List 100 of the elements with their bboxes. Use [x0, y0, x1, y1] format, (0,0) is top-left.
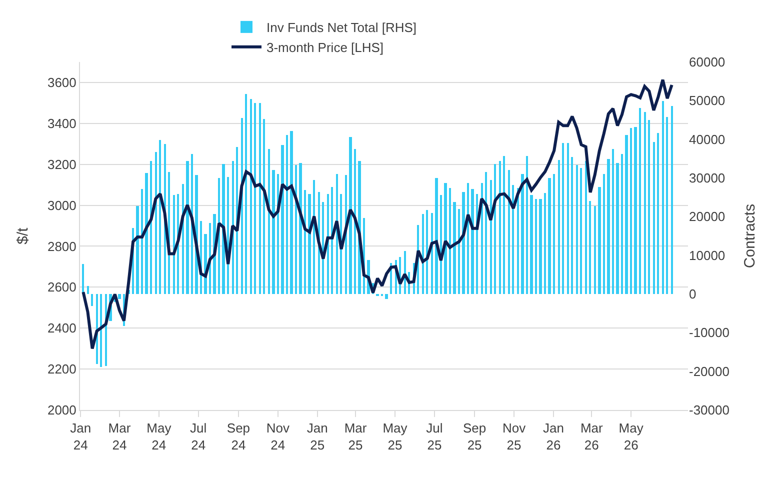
- bar: [589, 201, 591, 294]
- bar: [336, 174, 338, 294]
- y2-tick-label: 50000: [689, 93, 726, 108]
- bar: [295, 165, 297, 294]
- bar: [662, 101, 664, 294]
- bar: [435, 178, 438, 294]
- y2-tick-label: 10000: [689, 248, 726, 263]
- y2-tick-label: 60000: [689, 54, 726, 70]
- bar: [299, 163, 302, 294]
- bar: [558, 160, 560, 294]
- bar: [87, 286, 89, 294]
- bar: [440, 195, 442, 294]
- y-tick-label: 3600: [47, 75, 76, 90]
- y-tick-label: 3200: [47, 156, 76, 172]
- x-tick-label: May 24: [146, 420, 172, 452]
- bar: [286, 135, 288, 294]
- bar: [349, 137, 352, 294]
- y-tick-label: 2400: [47, 320, 76, 336]
- y2-axis-title: Contracts: [741, 204, 758, 268]
- y-tick-label: 2000: [47, 402, 76, 418]
- bar: [444, 183, 447, 294]
- x-tick-label: Nov 25: [502, 420, 526, 452]
- y-tick-label: 3400: [47, 116, 76, 131]
- x-tick-label: Jul 24: [190, 420, 207, 452]
- bar: [277, 174, 279, 294]
- bar: [612, 149, 614, 294]
- bar: [607, 159, 610, 294]
- x-tick-label: Nov 24: [266, 420, 290, 452]
- bar: [462, 192, 465, 294]
- bar: [191, 154, 193, 294]
- bar: [490, 180, 492, 294]
- bar: [562, 143, 564, 294]
- x-tick-label: Jan 24: [70, 420, 92, 452]
- y-tick-label: 2600: [47, 280, 76, 295]
- bar: [621, 154, 623, 294]
- y-tick-label: 2800: [47, 238, 76, 254]
- legend-label: 3-month Price [LHS]: [266, 40, 384, 55]
- line-series: [82, 78, 674, 350]
- bar: [91, 294, 93, 306]
- bar: [100, 294, 102, 367]
- bar: [634, 127, 637, 294]
- bar: [241, 118, 243, 294]
- bar: [354, 149, 356, 294]
- bar: [308, 194, 311, 294]
- y-tick-label: 3000: [47, 198, 76, 213]
- bar: [385, 294, 388, 299]
- bar: [313, 180, 315, 294]
- bar: [186, 161, 189, 294]
- bar: [521, 174, 524, 294]
- bar: [657, 133, 659, 294]
- bar: [245, 94, 247, 294]
- bar: [290, 131, 293, 294]
- bar: [625, 135, 628, 294]
- bar: [508, 170, 510, 294]
- bar: [259, 103, 261, 294]
- y2-tick-label: -30000: [689, 402, 730, 418]
- x-tick-label: Mar 26: [580, 420, 604, 452]
- bar: [155, 152, 157, 294]
- bar: [304, 190, 306, 294]
- x-tick-label: Mar 25: [344, 420, 368, 452]
- bar: [272, 170, 275, 294]
- y2-tick-label: -10000: [689, 325, 730, 340]
- bar: [467, 183, 469, 294]
- bar: [548, 178, 551, 294]
- bar: [639, 108, 641, 294]
- bar: [232, 161, 234, 294]
- bar: [544, 193, 546, 294]
- bar: [327, 194, 329, 294]
- bar: [453, 202, 456, 294]
- y2-tick-label: 0: [689, 286, 696, 302]
- bar: [616, 163, 619, 294]
- bar: [666, 117, 668, 294]
- x-tick-label: May 25: [382, 420, 408, 452]
- bar: [553, 174, 555, 294]
- bar: [173, 195, 175, 294]
- bar: [594, 206, 596, 294]
- bar: [499, 161, 501, 294]
- x-tick-label: May 26: [618, 420, 644, 452]
- x-tick-label: Sep 25: [462, 420, 486, 452]
- bar: [449, 188, 451, 294]
- legend-label: Inv Funds Net Total [RHS]: [266, 20, 417, 36]
- bar: [268, 149, 270, 294]
- bar: [585, 161, 587, 294]
- bar: [254, 103, 256, 294]
- bar: [159, 140, 161, 294]
- bar: [150, 161, 152, 294]
- bar: [281, 145, 284, 294]
- x-tick-label: Mar 24: [108, 420, 132, 452]
- bar: [422, 214, 424, 294]
- bar: [145, 173, 148, 294]
- bar: [136, 206, 139, 294]
- bar: [431, 213, 433, 294]
- bar: [471, 189, 474, 294]
- bar: [503, 156, 505, 294]
- bar: [603, 174, 605, 294]
- bar: [141, 189, 143, 294]
- bar: [263, 119, 265, 294]
- bar: [576, 165, 578, 294]
- x-tick-label: Jan 26: [542, 420, 564, 452]
- bar: [598, 187, 601, 294]
